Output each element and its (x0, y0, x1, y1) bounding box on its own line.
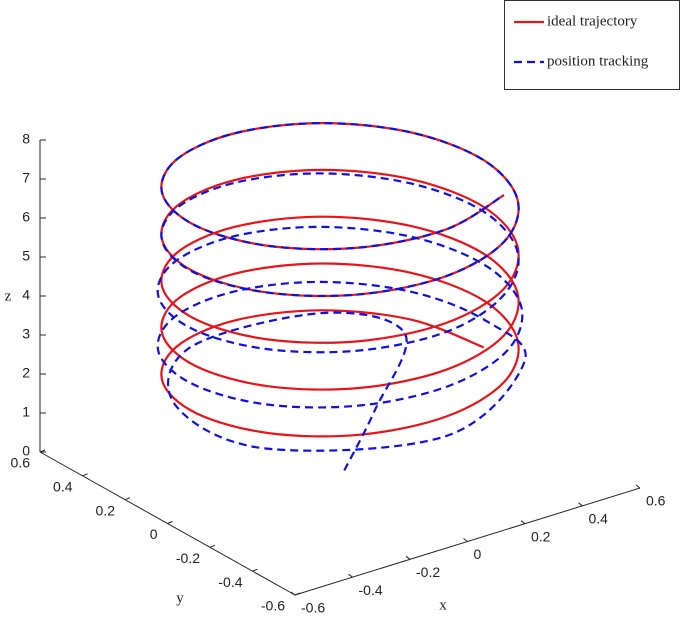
legend-box (504, 0, 680, 90)
x-tick-label: 0.6 (646, 493, 666, 509)
legend-label: position tracking (547, 53, 649, 69)
x-tick (348, 573, 353, 578)
z-tick-label: 0 (22, 443, 30, 459)
legend: ideal trajectory position tracking (504, 0, 680, 90)
x-tick (405, 555, 411, 560)
z-tick-label: 7 (22, 170, 30, 186)
trajectory-line (156, 121, 527, 471)
x-tick-label: -0.4 (359, 582, 383, 598)
trajectory-line (160, 121, 520, 438)
x-tick-label: 0.4 (589, 511, 609, 527)
z-tick-label: 3 (22, 326, 30, 342)
y-tick (167, 521, 173, 524)
x-tick (578, 502, 583, 507)
z-tick-label: 1 (22, 404, 30, 420)
y-tick (124, 497, 131, 501)
x-tick (635, 484, 641, 489)
y-axis-label: y (176, 590, 184, 606)
y-tick (252, 568, 258, 572)
x-tick-label: -0.2 (416, 564, 440, 580)
y-tick (294, 592, 301, 596)
z-tick-label: 6 (22, 209, 30, 225)
y-tick-label: 0.6 (11, 455, 31, 471)
y-tick (82, 473, 88, 477)
legend-label: ideal trajectory (547, 13, 638, 29)
x-tick-label: -0.6 (301, 600, 325, 616)
y-tick-label: -0.4 (218, 574, 242, 590)
x-tick (463, 538, 468, 542)
y-tick (209, 544, 216, 548)
z-tick-label: 2 (22, 365, 30, 381)
y-tick-label: 0 (150, 526, 158, 542)
x-axis-label: x (439, 597, 447, 613)
z-tick-label: 8 (22, 131, 30, 147)
x-tick-label: 0.2 (531, 528, 551, 544)
y-tick-label: 0.2 (96, 502, 116, 518)
x-tick (290, 591, 296, 596)
y-tick-label: -0.6 (261, 598, 285, 614)
y-tick-label: 0.4 (53, 479, 73, 495)
z-tick-label: 4 (22, 287, 30, 303)
z-axis-label: z (5, 288, 12, 304)
x-tick-label: 0 (474, 546, 482, 562)
y-tick-label: -0.2 (176, 550, 200, 566)
y-tick (39, 449, 46, 453)
x-tick (520, 520, 526, 525)
z-tick-label: 5 (22, 248, 30, 264)
